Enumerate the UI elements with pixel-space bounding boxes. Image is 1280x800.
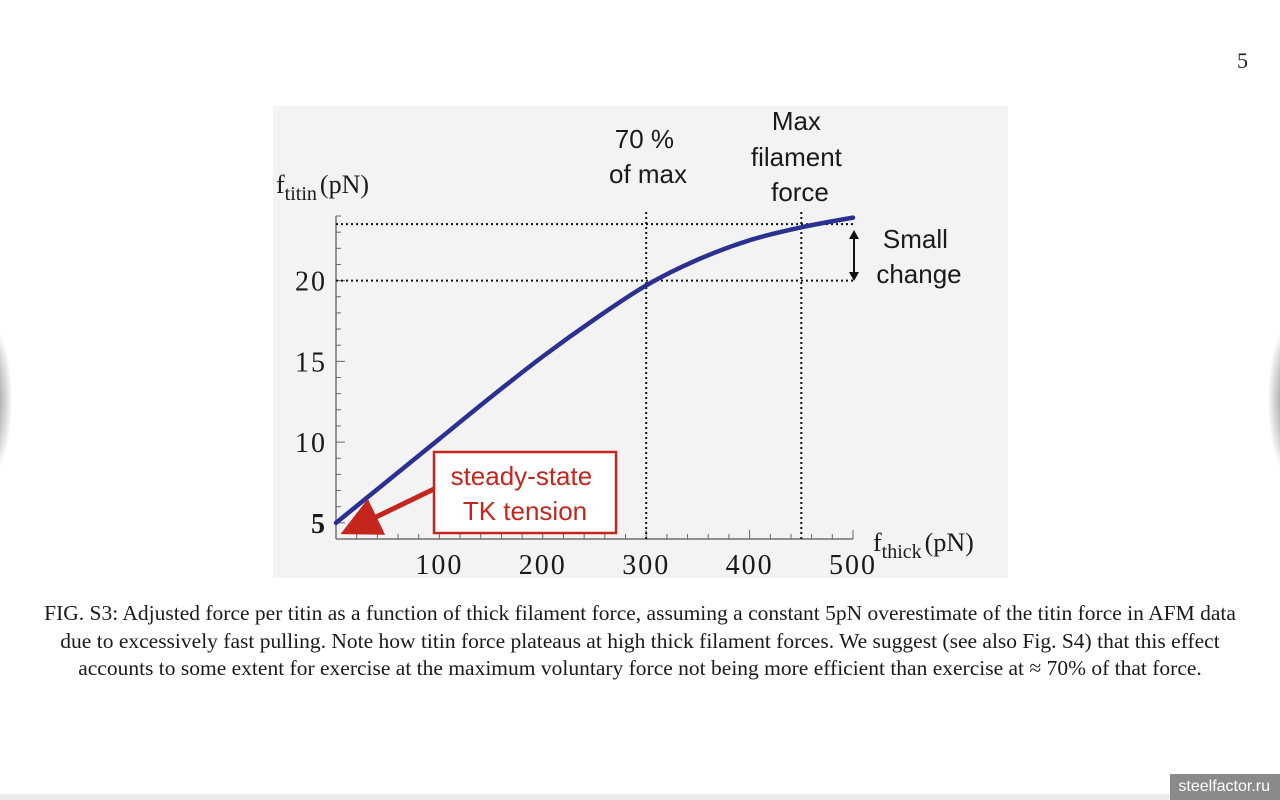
x-tick-label: 300 — [622, 550, 670, 578]
right-page-edge-shadow — [1268, 320, 1280, 480]
y-tick-label: 5 — [311, 509, 327, 540]
x-tick-label: 500 — [829, 550, 877, 578]
x-tick-label: 100 — [415, 550, 463, 578]
y-tick-label: 20 — [295, 267, 327, 298]
figure-panel: 100 200 300 400 500 5 10 15 20 ftitin (pN) fthick… — [273, 106, 1008, 578]
y-axis-label: ftitin (pN) — [276, 170, 369, 205]
annotation-steady-state: steady-state TK tension — [451, 461, 600, 526]
annotation-small-change: Small change — [876, 224, 961, 289]
small-change-arrow — [849, 230, 859, 281]
y-tick-label: 10 — [295, 428, 327, 459]
steady-state-callout-box — [432, 450, 618, 535]
chart: 100 200 300 400 500 5 10 15 20 ftitin (pN) fthick… — [276, 106, 974, 578]
x-tick-label: 400 — [726, 550, 774, 578]
annotation-max-filament-force: Max filament force — [751, 106, 849, 207]
tick-layer: 100 200 300 400 500 5 10 15 20 — [295, 215, 877, 578]
x-axis-label: fthick (pN) — [873, 528, 974, 563]
series-line-titin-force — [333, 215, 856, 526]
figure-caption: FIG. S3: Adjusted force per titin as a f… — [44, 601, 1236, 680]
bottom-strip — [0, 794, 1280, 800]
page-number: 5 — [1237, 48, 1248, 73]
left-page-edge-shadow — [0, 320, 12, 480]
x-tick-label: 200 — [519, 550, 567, 578]
annotation-70-percent: 70 % of max — [609, 124, 687, 189]
steady-state-arrow — [340, 486, 436, 535]
y-tick-label: 15 — [295, 347, 327, 378]
reference-lines — [336, 210, 855, 539]
watermark: steelfactor.ru — [1170, 774, 1280, 800]
